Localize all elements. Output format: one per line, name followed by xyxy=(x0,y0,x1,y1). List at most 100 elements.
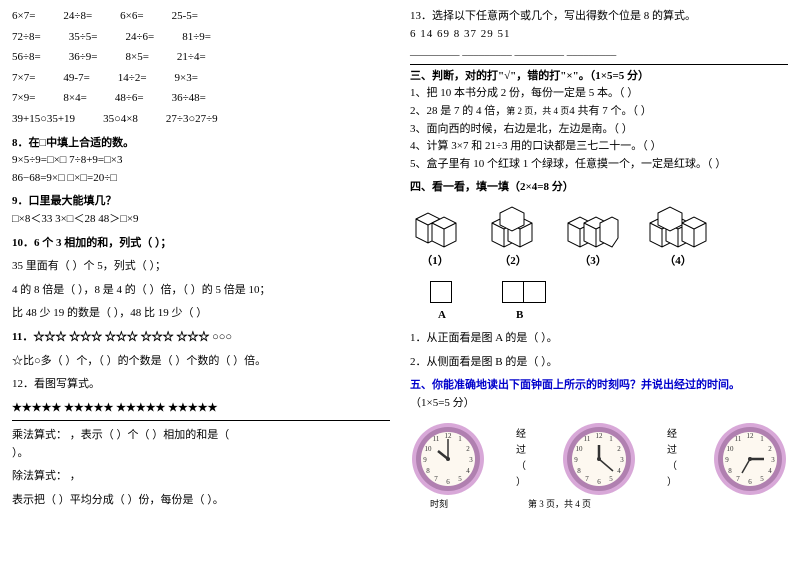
svg-text:6: 6 xyxy=(597,478,601,486)
svg-text:10: 10 xyxy=(576,445,584,453)
svg-text:7: 7 xyxy=(585,475,589,483)
cube-icon xyxy=(410,205,460,249)
q10-a: 35 里面有（ ）个 5，列式（ ）； xyxy=(12,258,390,276)
cell: 36÷9= xyxy=(69,49,98,67)
svg-text:3: 3 xyxy=(620,456,624,464)
cube-1: （1） xyxy=(410,205,460,271)
svg-text:10: 10 xyxy=(727,445,735,453)
clock-2: 121234567891011 xyxy=(561,421,637,497)
svg-text:11: 11 xyxy=(735,435,742,443)
cube-label: （3） xyxy=(566,253,620,271)
arithmetic-grid: 6×7=24÷8=6×6=25-5= 72÷8=35÷5=24÷6=81÷9= … xyxy=(12,8,390,129)
cube-4: （4） xyxy=(648,205,708,271)
svg-text:1: 1 xyxy=(760,435,764,443)
cell: 72÷8= xyxy=(12,29,41,47)
judge-5: 5、盒子里有 10 个红球 1 个绿球，任意摸一个，一定是红球。（ ） xyxy=(410,156,788,174)
judge-3: 3、面向西的时候，右边是北，左边是南。（ ） xyxy=(410,121,788,139)
q12-mul: 乘法算式： ，表示（ ）个（ ）相加的和是（ xyxy=(12,427,390,445)
cell: 8×4= xyxy=(63,90,86,108)
pass-2: 经过（ ） xyxy=(667,427,682,491)
svg-text:9: 9 xyxy=(423,456,427,464)
svg-text:3: 3 xyxy=(771,456,775,464)
cell: 21÷4= xyxy=(177,49,206,67)
cube-label: （2） xyxy=(488,253,538,271)
cell: 24÷6= xyxy=(126,29,155,47)
svg-text:6: 6 xyxy=(446,478,450,486)
svg-text:2: 2 xyxy=(466,445,470,453)
clock-3: 121234567891011 xyxy=(712,421,788,497)
judge-4: 4、计算 3×7 和 21÷3 用的口诀都是三七二十一。（ ） xyxy=(410,138,788,156)
squares-row xyxy=(430,281,788,303)
clocks-row: 121234567891011 经过（ ） 121234567891011 经过… xyxy=(410,421,788,497)
svg-text:1: 1 xyxy=(609,435,613,443)
cubes-row: （1） （2） （3） xyxy=(410,205,788,271)
cell: 7×9= xyxy=(12,90,35,108)
svg-text:9: 9 xyxy=(725,456,729,464)
cell: 8×5= xyxy=(126,49,149,67)
right-column: 13．选择以下任意两个或几个，写出得数个位是 8 的算式。 6 14 69 8 … xyxy=(410,8,788,511)
cell: 7×7= xyxy=(12,70,35,88)
q13-heading: 13．选择以下任意两个或几个，写出得数个位是 8 的算式。 xyxy=(410,8,788,26)
sec5-sub: （1×5=5 分） xyxy=(410,395,788,413)
svg-text:7: 7 xyxy=(434,475,438,483)
svg-text:4: 4 xyxy=(466,467,470,475)
q10-heading: 10．6 个 3 相加的和，列式（ ）； xyxy=(12,235,390,253)
q8-line-b: 86−68=9×□ □×□=20÷□ xyxy=(12,170,390,188)
cube-icon xyxy=(488,205,538,249)
svg-text:12: 12 xyxy=(747,432,755,440)
cube-label: （4） xyxy=(648,253,708,271)
svg-text:4: 4 xyxy=(617,467,621,475)
square-a xyxy=(430,281,452,303)
svg-text:5: 5 xyxy=(760,475,764,483)
q10-b: 4 的 8 倍是（ ），8 是 4 的（ ）倍，（ ）的 5 倍是 10； xyxy=(12,282,390,300)
svg-text:11: 11 xyxy=(584,435,591,443)
svg-text:12: 12 xyxy=(596,432,604,440)
svg-text:5: 5 xyxy=(609,475,613,483)
sec4-title: 四、看一看，填一填（2×4=8 分） xyxy=(410,179,788,197)
view-q2: 2．从侧面看是图 B 的是（ ）。 xyxy=(410,354,788,372)
label-a: A xyxy=(438,307,446,325)
cell: 36÷48= xyxy=(172,90,206,108)
pass-1: 经过（ ） xyxy=(516,427,531,491)
square-labels: A B xyxy=(438,307,788,325)
svg-text:3: 3 xyxy=(469,456,473,464)
q8-heading: 8．在□中填上合适的数。 xyxy=(12,135,390,153)
page-number: 第 3 页，共 4 页 xyxy=(528,497,591,511)
q13-lines: _________ _________ _________ _________ xyxy=(410,43,788,61)
svg-text:2: 2 xyxy=(617,445,621,453)
q8-line-a: 9×5÷9=□×□ 7÷8+9=□×3 xyxy=(12,152,390,170)
cell: 56÷8= xyxy=(12,49,41,67)
svg-text:8: 8 xyxy=(426,467,430,475)
cell: 81÷9= xyxy=(182,29,211,47)
cube-icon xyxy=(648,205,708,249)
j2c: 4 共有 7 个。（ ） xyxy=(569,105,652,117)
svg-text:5: 5 xyxy=(458,475,462,483)
q12-mul2: ）。 xyxy=(12,445,390,463)
cell: 6×6= xyxy=(120,8,143,26)
cell: 24÷8= xyxy=(63,8,92,26)
page-marker: 第 2 页，共 4 页 xyxy=(506,106,569,116)
cell: 6×7= xyxy=(12,8,35,26)
cell: 27÷3○27÷9 xyxy=(166,111,218,129)
j2a: 2、28 是 7 的 4 倍， xyxy=(410,105,506,117)
svg-text:1: 1 xyxy=(458,435,462,443)
q12-stars: ★★★★★ ★★★★★ ★★★★★ ★★★★★ xyxy=(12,400,390,418)
q12-div2: 表示把（ ）平均分成（ ）份，每份是（ ）。 xyxy=(12,492,390,510)
view-q1: 1．从正面看是图 A 的是（ ）。 xyxy=(410,330,788,348)
judge-1: 1、把 10 本书分成 2 份，每份一定是 5 本。（ ） xyxy=(410,85,788,103)
sec5-title: 五、你能准确地读出下面钟面上所示的时刻吗？并说出经过的时间。 xyxy=(410,377,788,395)
svg-text:6: 6 xyxy=(748,478,752,486)
cube-icon xyxy=(566,205,620,249)
cube-label: （1） xyxy=(410,253,460,271)
q12-div: 除法算式： ， xyxy=(12,468,390,486)
left-column: 6×7=24÷8=6×6=25-5= 72÷8=35÷5=24÷6=81÷9= … xyxy=(12,8,390,511)
cube-2: （2） xyxy=(488,205,538,271)
cell: 14÷2= xyxy=(118,70,147,88)
clock-foot: 时刻 第 3 页，共 4 页 xyxy=(430,497,788,511)
sec3-title: 三、判断，对的打"√"，错的打"×"。（1×5=5 分） xyxy=(410,68,788,86)
svg-text:2: 2 xyxy=(768,445,772,453)
q11-a: ☆比○多（ ）个，（ ）的个数是（ ）个数的（ ）倍。 xyxy=(12,353,390,371)
svg-text:4: 4 xyxy=(768,467,772,475)
divider xyxy=(410,64,788,65)
svg-text:8: 8 xyxy=(728,467,732,475)
